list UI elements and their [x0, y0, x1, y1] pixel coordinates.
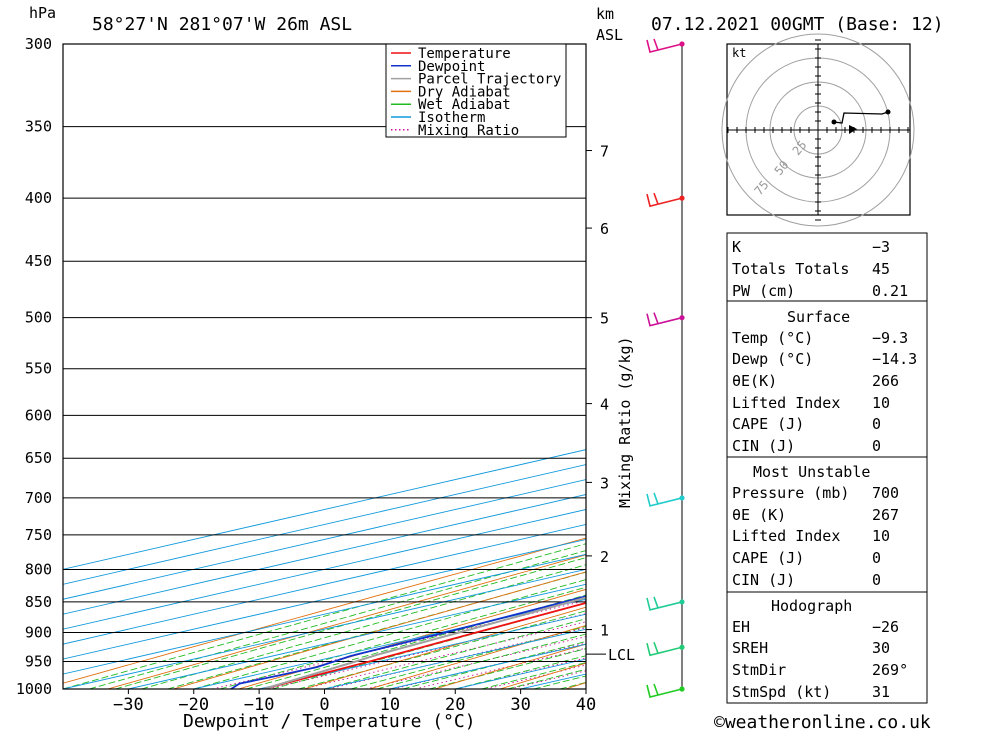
pressure-tick-label: 650	[25, 449, 52, 467]
wind-barb	[647, 642, 682, 655]
surface-table: Surface Temp (°C) −9.3 Dewp (°C) −14.3 θ…	[727, 301, 927, 457]
mu-cin-value: 0	[872, 571, 881, 589]
hodo-stmspd-value: 31	[872, 683, 890, 701]
hodo-sreh-label: SREH	[732, 639, 768, 657]
height-tick-label: 5	[600, 310, 609, 328]
pw-value: 0.21	[872, 282, 908, 300]
height-tick-label: 2	[600, 548, 609, 566]
surface-cin-label: CIN (J)	[732, 437, 795, 455]
height-tick-label: 6	[600, 220, 609, 238]
hodo-eh-label: EH	[732, 618, 750, 636]
wind-barb	[647, 493, 682, 506]
surface-theta-label: θE(K)	[732, 372, 777, 390]
pressure-tick-label: 1000	[16, 680, 52, 698]
mu-cape-label: CAPE (J)	[732, 549, 804, 567]
mixing-ratio-axis-title: Mixing Ratio (g/kg)	[616, 336, 634, 508]
mu-pressure-label: Pressure (mb)	[732, 484, 849, 502]
mixing-ratio-line	[393, 415, 1000, 689]
mu-cin-label: CIN (J)	[732, 571, 795, 589]
mu-pressure-value: 700	[872, 484, 899, 502]
legend-label: Mixing Ratio	[418, 123, 519, 139]
x-axis-title: Dewpoint / Temperature (°C)	[183, 711, 476, 732]
hodo-stmdir-value: 269°	[872, 661, 908, 679]
hodo-eh-value: −26	[872, 618, 899, 636]
hodograph-end-dot	[886, 110, 891, 115]
k-label: K	[732, 238, 741, 256]
mu-li-label: Lifted Index	[732, 527, 840, 545]
height-unit-asl: ASL	[596, 26, 623, 44]
hodo-stmdir-label: StmDir	[732, 661, 786, 679]
pressure-tick-label: 600	[25, 406, 52, 424]
mixing-ratio-line	[329, 415, 1000, 689]
pressure-gridlines	[63, 44, 586, 689]
tt-label: Totals Totals	[732, 260, 849, 278]
pressure-tick-label: 850	[25, 593, 52, 611]
datetime-title: 07.12.2021 00GMT (Base: 12)	[651, 14, 944, 35]
surface-cape-value: 0	[872, 415, 881, 433]
plot-frame	[63, 44, 586, 689]
pressure-tick-label: 800	[25, 560, 52, 578]
indices-table: K −3 Totals Totals 45 PW (cm) 0.21	[727, 233, 927, 301]
surface-cin-value: 0	[872, 437, 881, 455]
mu-li-value: 10	[872, 527, 890, 545]
wind-barb	[647, 597, 682, 610]
wind-barb	[647, 193, 682, 206]
pressure-tick-label: 900	[25, 624, 52, 642]
surface-li-value: 10	[872, 394, 890, 412]
hodo-title: Hodograph	[771, 597, 852, 615]
pressure-tick-label: 450	[25, 252, 52, 270]
most-unstable-table: Most Unstable Pressure (mb) 700 θE (K) 2…	[727, 457, 927, 592]
x-tick-label: 40	[576, 695, 596, 715]
height-tick-label: 4	[600, 396, 609, 414]
surface-title: Surface	[787, 308, 850, 326]
k-value: −3	[872, 238, 890, 256]
height-unit-km: km	[596, 5, 614, 23]
pressure-tick-label: 300	[25, 35, 52, 53]
pressure-tick-label: 400	[25, 189, 52, 207]
wind-barb	[647, 313, 682, 326]
hodo-stmspd-label: StmSpd (kt)	[732, 683, 831, 701]
hodo-sreh-value: 30	[872, 639, 890, 657]
x-tick-label: 30	[510, 695, 530, 715]
wind-barb	[647, 39, 682, 52]
surface-dewp-label: Dewp (°C)	[732, 350, 813, 368]
surface-li-label: Lifted Index	[732, 394, 840, 412]
pressure-unit-label: hPa	[29, 4, 56, 22]
wind-barbs	[647, 39, 685, 697]
pw-label: PW (cm)	[732, 282, 795, 300]
surface-theta-value: 266	[872, 372, 899, 390]
height-tick-label: 1	[600, 622, 609, 640]
height-tick-label: 7	[600, 143, 609, 161]
pressure-tick-label: 550	[25, 360, 52, 378]
surface-cape-label: CAPE (J)	[732, 415, 804, 433]
hodograph-start-dot	[832, 120, 837, 125]
surface-temp-value: −9.3	[872, 329, 908, 347]
mu-title: Most Unstable	[753, 463, 870, 481]
dry-adiabat-line	[958, 44, 1000, 689]
surface-temp-label: Temp (°C)	[732, 329, 813, 347]
copyright-footer: ©weatheronline.co.uk	[714, 712, 931, 733]
tt-value: 45	[872, 260, 890, 278]
x-tick-label: −30	[113, 695, 144, 715]
wind-barb	[647, 684, 682, 697]
pressure-tick-label: 700	[25, 489, 52, 507]
location-title: 58°27'N 281°07'W 26m ASL	[92, 14, 352, 35]
pressure-tick-label: 750	[25, 526, 52, 544]
pressure-tick-label: 350	[25, 118, 52, 136]
mu-cape-value: 0	[872, 549, 881, 567]
lcl-label: LCL	[608, 646, 635, 664]
surface-dewp-value: −14.3	[872, 350, 917, 368]
pressure-tick-label: 500	[25, 309, 52, 327]
hodograph-table: Hodograph EH −26 SREH 30 StmDir 269° Stm…	[727, 592, 927, 703]
height-tick-label: 3	[600, 474, 609, 492]
pressure-tick-label: 950	[25, 653, 52, 671]
mu-theta-label: θE (K)	[732, 506, 786, 524]
mixing-ratio-line	[303, 415, 1000, 689]
mu-theta-value: 267	[872, 506, 899, 524]
hodograph-unit: kt	[732, 46, 746, 60]
